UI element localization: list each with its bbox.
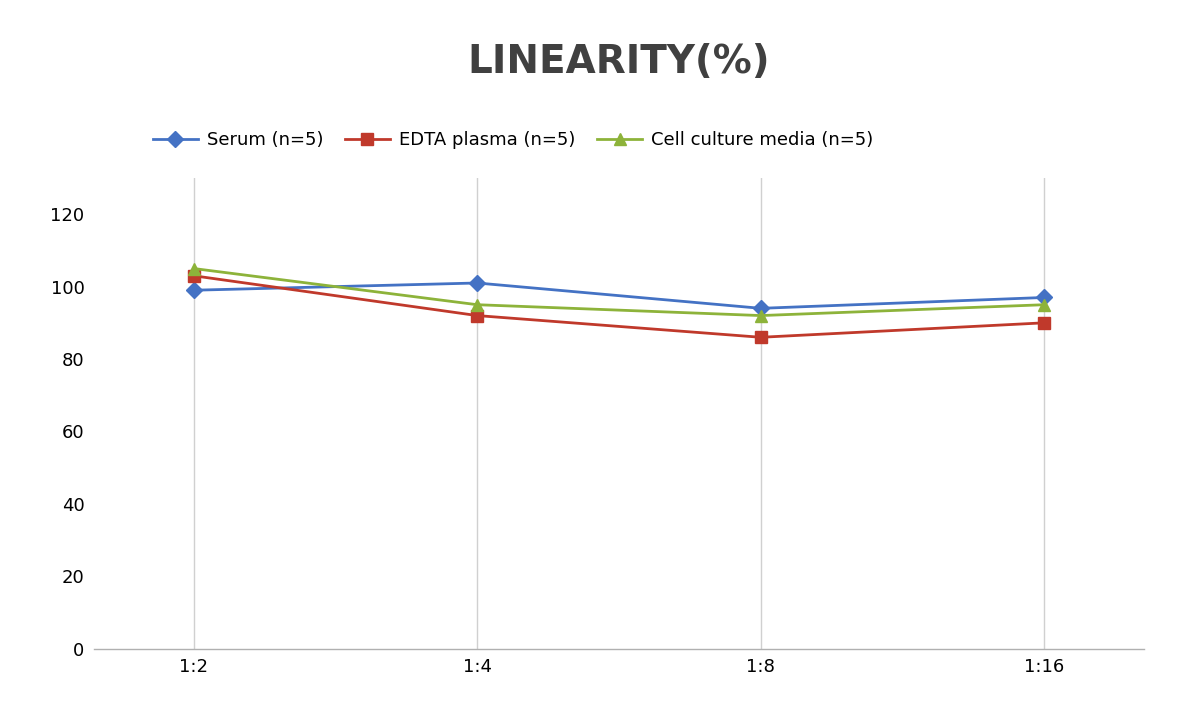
Cell culture media (n=5) — [186, 264, 200, 273]
Serum (n=5) — [1038, 293, 1052, 302]
Text: LINEARITY(%): LINEARITY(%) — [468, 43, 770, 81]
Cell culture media (n=5) — [1038, 300, 1052, 309]
Serum (n=5) — [470, 278, 485, 287]
Cell culture media (n=5) — [470, 300, 485, 309]
EDTA plasma (n=5) — [753, 333, 768, 341]
EDTA plasma (n=5) — [186, 271, 200, 280]
Line: Cell culture media (n=5): Cell culture media (n=5) — [187, 263, 1050, 321]
Serum (n=5) — [186, 286, 200, 295]
Serum (n=5) — [753, 304, 768, 312]
Line: Serum (n=5): Serum (n=5) — [187, 278, 1050, 314]
Line: EDTA plasma (n=5): EDTA plasma (n=5) — [187, 270, 1050, 343]
Legend: Serum (n=5), EDTA plasma (n=5), Cell culture media (n=5): Serum (n=5), EDTA plasma (n=5), Cell cul… — [145, 124, 881, 157]
EDTA plasma (n=5) — [1038, 319, 1052, 327]
EDTA plasma (n=5) — [470, 312, 485, 320]
Cell culture media (n=5) — [753, 312, 768, 320]
